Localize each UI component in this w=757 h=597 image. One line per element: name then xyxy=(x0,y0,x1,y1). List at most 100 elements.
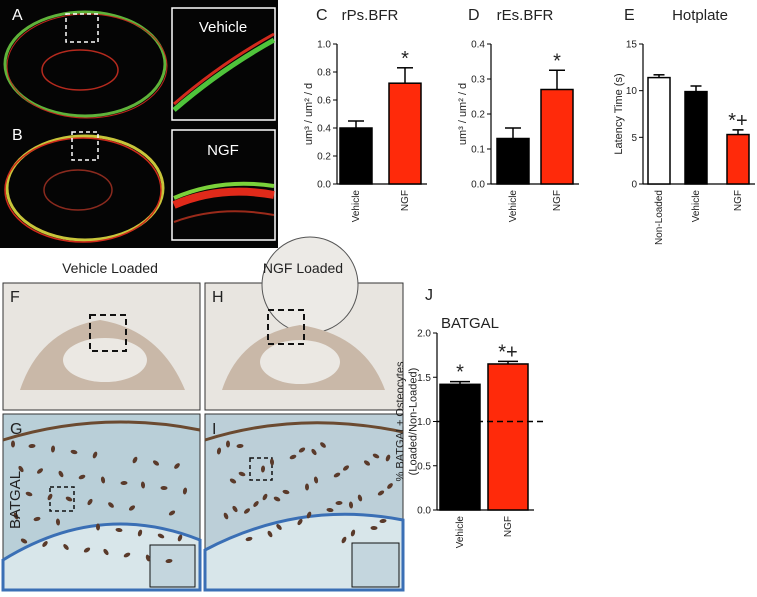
panel-label: D xyxy=(468,7,480,24)
y-tick-label: 0.2 xyxy=(471,110,485,121)
y-tick-label: 0 xyxy=(631,180,637,191)
cell xyxy=(152,460,160,466)
y-tick-label: 0.5 xyxy=(417,461,431,472)
x-tick-label: NGF xyxy=(400,190,411,211)
cell xyxy=(87,498,93,506)
cell xyxy=(289,454,297,460)
cell xyxy=(140,481,146,489)
cell xyxy=(83,547,91,553)
cell xyxy=(165,558,173,564)
cell xyxy=(50,445,56,453)
cell xyxy=(145,554,151,562)
panel-label: I xyxy=(212,421,216,438)
cell xyxy=(55,518,61,526)
cell xyxy=(132,456,138,464)
bar xyxy=(439,383,481,511)
panel-label: C xyxy=(316,7,328,24)
y-tick-label: 0.0 xyxy=(471,180,485,191)
column-title: NGF Loaded xyxy=(263,260,343,276)
panel-label: H xyxy=(212,289,224,306)
y-tick-label: 0.0 xyxy=(417,506,431,517)
chart-title: rEs.BFR xyxy=(497,7,554,24)
panel-label: B xyxy=(12,127,23,144)
panel-label: J xyxy=(425,287,433,304)
x-tick-label: NGF xyxy=(503,516,514,537)
bar xyxy=(726,133,750,185)
cell xyxy=(326,507,334,513)
cell xyxy=(363,460,371,466)
y-tick-label: 1.0 xyxy=(317,40,331,51)
cell xyxy=(341,536,347,544)
y-axis-label: Latency Time (s) xyxy=(613,73,625,154)
cell xyxy=(232,505,238,513)
significance: *+ xyxy=(728,110,747,132)
cell xyxy=(28,443,36,449)
cell xyxy=(33,516,41,522)
significance: *+ xyxy=(498,341,517,363)
y-tick-label: 1.5 xyxy=(417,373,431,384)
y-tick-label: 0.6 xyxy=(317,96,331,107)
chart-title: BATGAL xyxy=(441,315,499,332)
cell xyxy=(92,451,98,459)
column-title: Vehicle Loaded xyxy=(62,260,158,276)
significance: * xyxy=(553,50,561,72)
cell xyxy=(304,483,310,491)
panel-label: G xyxy=(10,421,22,438)
cell xyxy=(357,494,363,502)
cell xyxy=(20,538,28,544)
x-tick-label: Non-Loaded xyxy=(654,190,665,245)
y-tick-label: 0.2 xyxy=(317,152,331,163)
chart-title: rPs.BFR xyxy=(342,7,399,24)
panel-label: E xyxy=(624,7,635,24)
significance: * xyxy=(456,362,464,384)
cell xyxy=(282,489,290,495)
cell xyxy=(78,474,86,480)
bar xyxy=(388,82,422,185)
bar xyxy=(647,76,671,185)
y-tick-label: 0.8 xyxy=(317,68,331,79)
cell xyxy=(276,524,282,530)
y-axis-label: (Loaded/Non-Loaded) xyxy=(408,368,420,476)
histology-images xyxy=(1,236,405,592)
y-tick-label: 0.4 xyxy=(471,40,485,51)
cell xyxy=(348,501,354,509)
inset-label: NGF xyxy=(207,142,239,159)
cell xyxy=(65,496,73,502)
cell xyxy=(370,525,378,531)
y-tick-label: 5 xyxy=(631,133,637,144)
cell xyxy=(100,476,106,484)
cell xyxy=(160,485,168,491)
cell xyxy=(128,505,136,511)
cell xyxy=(120,480,128,486)
cell xyxy=(253,501,259,507)
cell xyxy=(182,487,188,495)
cell xyxy=(70,449,78,455)
chart-title: Hotplate xyxy=(672,7,728,24)
y-tick-label: 10 xyxy=(626,86,638,97)
fluorescence-images xyxy=(0,0,278,248)
cell xyxy=(25,491,33,497)
cell xyxy=(372,453,380,459)
cell xyxy=(262,493,268,501)
cell xyxy=(333,472,341,478)
cell xyxy=(385,454,391,462)
cell xyxy=(311,448,317,456)
cell xyxy=(320,442,326,448)
cell xyxy=(260,465,266,473)
cell xyxy=(157,533,165,539)
cell xyxy=(342,465,350,471)
cell xyxy=(306,511,312,519)
row-label: BATGAL xyxy=(7,471,24,529)
cell xyxy=(137,529,143,537)
x-tick-label: Vehicle xyxy=(351,190,362,223)
significance: * xyxy=(401,48,409,70)
cell xyxy=(387,483,393,489)
cell xyxy=(123,552,131,558)
cell xyxy=(11,440,15,448)
y-axis-label: um³ / um² / d xyxy=(303,83,315,145)
inset-label: Vehicle xyxy=(199,19,247,36)
cell xyxy=(174,463,180,469)
cell xyxy=(103,548,109,556)
cell xyxy=(168,510,176,516)
